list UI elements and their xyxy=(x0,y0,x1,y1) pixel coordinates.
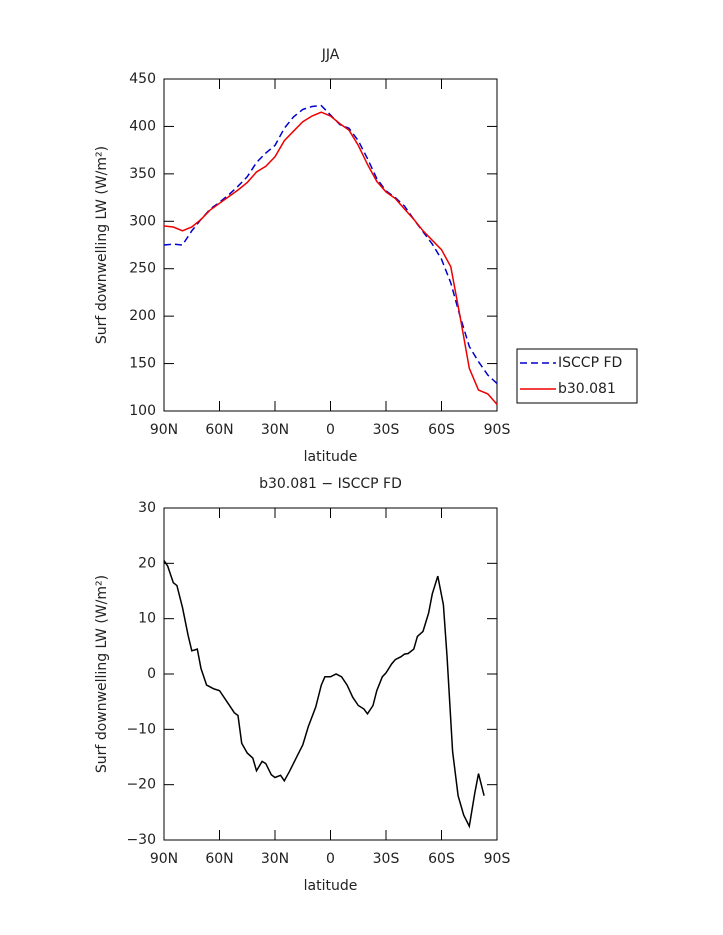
chart-title: b30.081 − ISCCP FD xyxy=(259,476,402,492)
x-tick-label: 30N xyxy=(261,851,289,867)
y-tick-label: 300 xyxy=(129,213,156,229)
x-tick-label: 90S xyxy=(484,422,511,438)
series-line xyxy=(163,111,498,405)
y-tick-label: −30 xyxy=(126,832,156,848)
chart-title: JJA xyxy=(321,47,340,63)
y-tick-label: 0 xyxy=(147,666,156,682)
x-tick-label: 90N xyxy=(150,422,178,438)
legend-label: b30.081 xyxy=(558,381,616,397)
y-tick-label: −10 xyxy=(126,721,156,737)
series-line xyxy=(163,104,498,385)
x-tick-label: 30S xyxy=(373,422,400,438)
y-tick-label: 200 xyxy=(129,308,156,324)
x-axis-label: latitude xyxy=(304,449,358,465)
y-tick-label: 450 xyxy=(129,71,156,87)
series-line xyxy=(163,560,485,829)
x-tick-label: 0 xyxy=(326,851,335,867)
plot-frame xyxy=(163,507,498,841)
y-tick-label: 150 xyxy=(129,356,156,372)
y-tick-label: 10 xyxy=(138,611,156,627)
legend-box xyxy=(516,348,638,404)
y-tick-label: −20 xyxy=(126,777,156,793)
y-tick-label: 250 xyxy=(129,261,156,277)
x-tick-label: 60S xyxy=(428,851,455,867)
y-tick-label: 400 xyxy=(129,118,156,134)
legend-label: ISCCP FD xyxy=(558,355,622,371)
x-axis-label: latitude xyxy=(304,878,358,894)
y-tick-label: 100 xyxy=(129,403,156,419)
x-tick-label: 30S xyxy=(373,851,400,867)
x-tick-label: 90S xyxy=(484,851,511,867)
y-tick-label: 30 xyxy=(138,500,156,516)
x-tick-label: 60N xyxy=(205,422,233,438)
y-tick-label: 20 xyxy=(138,555,156,571)
x-tick-label: 90N xyxy=(150,851,178,867)
y-axis-label: Surf downwelling LW (W/m²) xyxy=(94,146,110,344)
plot-frame xyxy=(163,78,498,412)
x-tick-label: 60N xyxy=(205,851,233,867)
x-tick-label: 60S xyxy=(428,422,455,438)
x-tick-label: 0 xyxy=(326,422,335,438)
y-axis-label: Surf downwelling LW (W/m²) xyxy=(94,575,110,773)
y-tick-label: 350 xyxy=(129,166,156,182)
x-tick-label: 30N xyxy=(261,422,289,438)
